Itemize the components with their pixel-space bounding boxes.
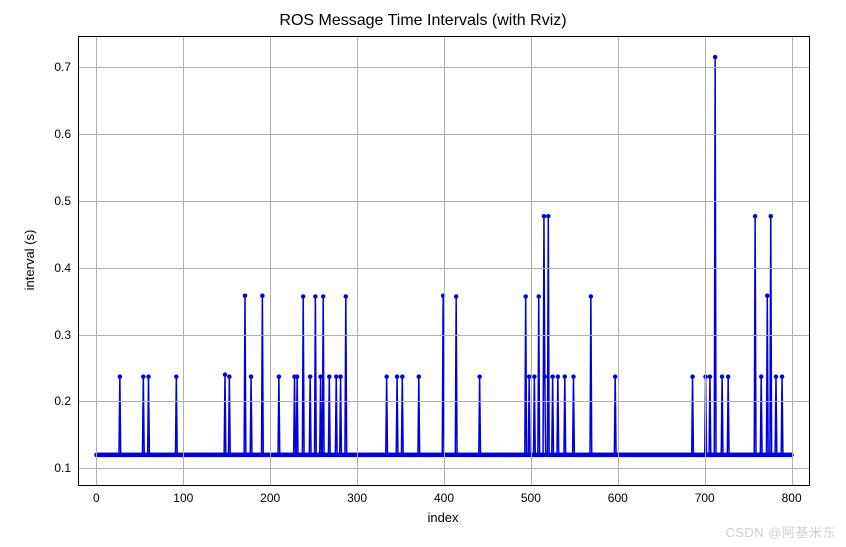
grid-line-vertical <box>618 37 619 485</box>
series-marker <box>759 374 764 379</box>
series-marker <box>690 374 695 379</box>
series-marker <box>713 55 718 60</box>
series-marker <box>780 374 785 379</box>
x-tick-label: 0 <box>93 491 100 505</box>
series-marker <box>550 374 555 379</box>
series-marker <box>726 374 731 379</box>
x-tick-label: 400 <box>434 491 454 505</box>
grid-line-vertical <box>183 37 184 485</box>
grid-line-vertical <box>444 37 445 485</box>
grid-line-vertical <box>792 37 793 485</box>
x-tick-label: 300 <box>347 491 367 505</box>
series-marker <box>477 374 482 379</box>
series-marker <box>308 374 313 379</box>
series-marker <box>260 294 265 299</box>
grid-line-vertical <box>96 37 97 485</box>
grid-line-vertical <box>705 37 706 485</box>
y-tick-label: 0.7 <box>54 60 71 74</box>
series-marker <box>321 294 326 299</box>
chart-container: ROS Message Time Intervals (with Rviz) 0… <box>0 0 846 547</box>
series-marker <box>774 374 779 379</box>
series-marker <box>243 294 248 299</box>
series-marker <box>223 372 228 377</box>
series-marker <box>589 294 594 299</box>
series-marker <box>769 214 774 219</box>
series-marker <box>327 374 332 379</box>
series-marker <box>227 374 232 379</box>
x-tick-label: 500 <box>521 491 541 505</box>
series-marker <box>277 374 282 379</box>
series-marker <box>765 294 770 299</box>
chart-title: ROS Message Time Intervals (with Rviz) <box>0 12 846 30</box>
series-marker <box>571 374 576 379</box>
y-tick-label: 0.5 <box>54 194 71 208</box>
y-tick-label: 0.2 <box>54 394 71 408</box>
series-marker <box>295 374 300 379</box>
series-marker <box>301 294 306 299</box>
series-marker <box>313 294 318 299</box>
x-tick-label: 200 <box>260 491 280 505</box>
series-marker <box>556 374 561 379</box>
series-marker <box>318 374 323 379</box>
series-marker <box>417 374 422 379</box>
y-tick-label: 0.6 <box>54 127 71 141</box>
series-marker <box>141 374 146 379</box>
series-marker <box>146 374 151 379</box>
series-marker <box>400 374 405 379</box>
y-tick-label: 0.4 <box>54 261 71 275</box>
series-marker <box>542 214 547 219</box>
grid-line-vertical <box>270 37 271 485</box>
x-tick-label: 700 <box>695 491 715 505</box>
series-marker <box>338 374 343 379</box>
series-marker <box>395 374 400 379</box>
series-marker <box>543 374 548 379</box>
series-marker <box>546 214 551 219</box>
y-axis-label: interval (s) <box>22 230 37 291</box>
x-tick-label: 800 <box>782 491 802 505</box>
y-tick-label: 0.1 <box>54 461 71 475</box>
plot-area: 0.10.20.30.40.50.60.70100200300400500600… <box>78 36 810 486</box>
series-marker <box>523 294 528 299</box>
series-marker <box>454 294 459 299</box>
x-tick-label: 600 <box>608 491 628 505</box>
series-marker <box>563 374 568 379</box>
series-marker <box>384 374 389 379</box>
x-axis-label: index <box>427 510 458 525</box>
y-tick-label: 0.3 <box>54 328 71 342</box>
series-marker <box>118 374 123 379</box>
series-marker <box>613 374 618 379</box>
series-marker <box>753 214 758 219</box>
series-marker <box>344 294 349 299</box>
grid-line-vertical <box>357 37 358 485</box>
series-marker <box>536 294 541 299</box>
watermark: CSDN @阿基米东 <box>725 522 836 541</box>
series-marker <box>334 374 339 379</box>
series-marker <box>249 374 254 379</box>
series-marker <box>708 374 713 379</box>
series-marker <box>532 374 537 379</box>
grid-line-vertical <box>531 37 532 485</box>
x-tick-label: 100 <box>173 491 193 505</box>
series-marker <box>174 374 179 379</box>
series-marker <box>720 374 725 379</box>
